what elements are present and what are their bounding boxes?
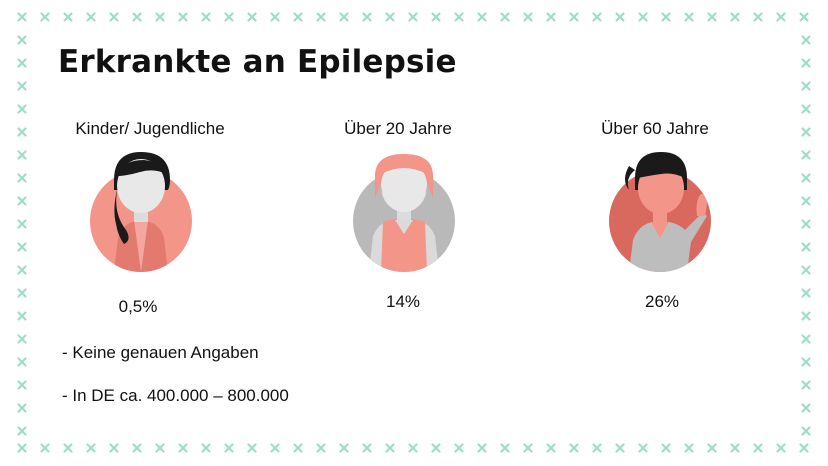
note-no-exact-data: - Keine genauen Angaben <box>62 343 259 362</box>
group-label-children: Kinder/ Jugendliche <box>75 119 225 138</box>
page-title: Erkrankte an Epilepsie <box>58 44 457 80</box>
note-germany-count: - In DE ca. 400.000 – 800.000 <box>62 386 289 405</box>
adult-avatar-icon <box>353 154 455 272</box>
group-label-over-60: Über 60 Jahre <box>601 119 709 138</box>
senior-avatar-icon <box>609 152 711 272</box>
percentage-over-60: 26% <box>644 292 680 311</box>
percentage-children: 0,5% <box>118 297 158 316</box>
percentage-over-20: 14% <box>385 292 421 311</box>
group-label-over-20: Über 20 Jahre <box>344 119 452 138</box>
child-avatar-icon <box>90 152 192 272</box>
